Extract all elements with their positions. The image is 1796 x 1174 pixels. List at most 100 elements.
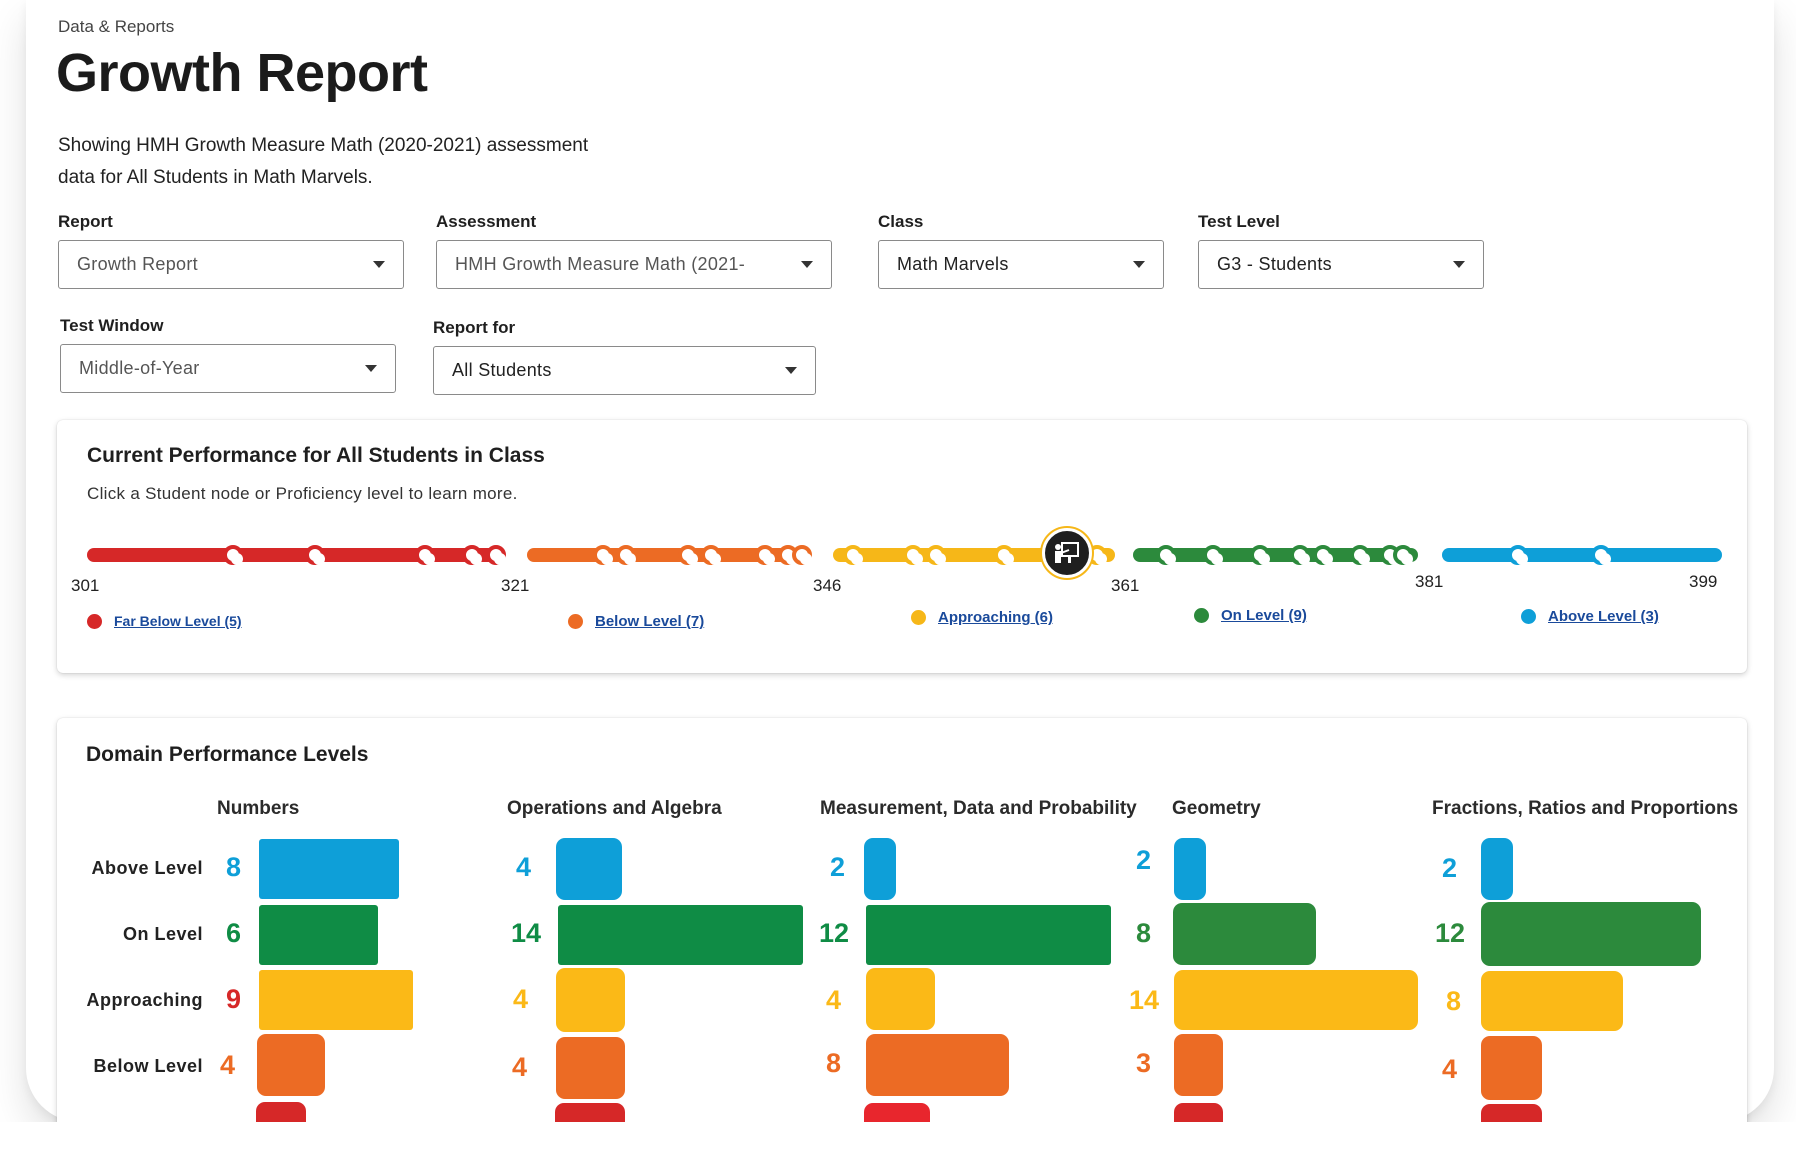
student-node[interactable]	[903, 545, 923, 565]
bar-approaching[interactable]	[556, 968, 625, 1032]
bar-above[interactable]	[1481, 838, 1513, 900]
page-title: Growth Report	[56, 43, 428, 103]
student-node[interactable]	[678, 545, 698, 565]
bar-above[interactable]	[556, 838, 622, 900]
bar-below[interactable]	[1481, 1036, 1542, 1100]
scale-tick: 346	[813, 576, 842, 595]
assessment-select[interactable]: HMH Growth Measure Math (2021-	[436, 240, 832, 289]
report-label: Report	[58, 212, 113, 231]
legend-link-approaching[interactable]: Approaching (6)	[938, 609, 1053, 626]
student-node[interactable]	[792, 545, 812, 565]
far-below-segment[interactable]	[87, 548, 503, 562]
student-node[interactable]	[926, 545, 946, 565]
student-node[interactable]	[1350, 545, 1370, 565]
legend-far-below[interactable]: Far Below Level (5)	[87, 613, 242, 629]
bar-on-level[interactable]	[1173, 903, 1316, 965]
scale-tick: 399	[1689, 572, 1718, 591]
count-value: 8	[1135, 918, 1151, 948]
class-field: Class Math Marvels	[878, 212, 1164, 289]
report-select[interactable]: Growth Report	[58, 240, 404, 289]
student-node[interactable]	[616, 545, 636, 565]
student-node[interactable]	[415, 545, 435, 565]
bar-on-level[interactable]	[558, 905, 803, 965]
student-node[interactable]	[1508, 545, 1528, 565]
legend-below[interactable]: Below Level (7)	[568, 613, 704, 630]
current-performance-title: Current Performance for All Students in …	[87, 444, 545, 467]
report-for-value: All Students	[452, 360, 552, 380]
student-node[interactable]	[755, 545, 775, 565]
legend-link-below[interactable]: Below Level (7)	[595, 613, 705, 630]
chevron-down-icon	[1133, 261, 1145, 268]
test-level-field: Test Level G3 - Students	[1198, 212, 1484, 289]
row-label-above: Above Level	[91, 858, 203, 878]
assessment-value: HMH Growth Measure Math (2021-	[455, 254, 746, 274]
student-node[interactable]	[1250, 545, 1270, 565]
class-select[interactable]: Math Marvels	[878, 240, 1164, 289]
bar-approaching[interactable]	[1481, 971, 1623, 1031]
student-node[interactable]	[462, 545, 482, 565]
student-node[interactable]	[1156, 545, 1176, 565]
student-node[interactable]	[1290, 545, 1310, 565]
current-performance-subtitle: Click a Student node or Proficiency leve…	[87, 484, 518, 503]
row-label-below: Below Level	[93, 1056, 203, 1076]
student-node[interactable]	[843, 545, 863, 565]
bar-below[interactable]	[1174, 1034, 1223, 1096]
bar-on-level[interactable]	[1481, 902, 1701, 966]
legend-on-level[interactable]: On Level (9)	[1194, 607, 1307, 624]
student-node[interactable]	[1313, 545, 1333, 565]
count-value: 8	[225, 852, 241, 882]
test-level-label: Test Level	[1198, 212, 1280, 231]
legend-link-far-below[interactable]: Far Below Level (5)	[114, 613, 242, 629]
page-description: Showing HMH Growth Measure Math (2020-20…	[58, 135, 589, 188]
student-node[interactable]	[994, 545, 1014, 565]
student-node[interactable]	[1393, 545, 1413, 565]
bar-below[interactable]	[866, 1034, 1009, 1096]
bar-above[interactable]	[1174, 838, 1206, 900]
student-node[interactable]	[1591, 545, 1611, 565]
legend-dot	[568, 614, 583, 629]
student-node[interactable]	[593, 545, 613, 565]
above-segment[interactable]	[1442, 548, 1722, 562]
count-value: 9	[225, 984, 241, 1014]
bar-on-level[interactable]	[866, 905, 1111, 965]
student-node[interactable]	[701, 545, 721, 565]
test-level-select[interactable]: G3 - Students	[1198, 240, 1484, 289]
count-value: 14	[1128, 985, 1159, 1015]
count-value: 4	[511, 1052, 527, 1082]
chevron-down-icon	[365, 365, 377, 372]
report-field: Report Growth Report	[58, 212, 404, 289]
count-value: 4	[219, 1050, 235, 1080]
test-window-label: Test Window	[60, 316, 164, 335]
legend-above[interactable]: Above Level (3)	[1521, 608, 1659, 625]
breadcrumb[interactable]: Data & Reports	[58, 17, 175, 36]
count-value: 14	[510, 918, 541, 948]
legend-dot	[87, 613, 102, 629]
legend-link-on-level[interactable]: On Level (9)	[1221, 607, 1307, 624]
chevron-down-icon	[785, 367, 797, 374]
student-node[interactable]	[486, 545, 506, 565]
teacher-icon[interactable]	[1042, 528, 1092, 578]
bar-below[interactable]	[257, 1034, 325, 1096]
report-for-select[interactable]: All Students	[433, 346, 816, 395]
legend-approaching[interactable]: Approaching (6)	[911, 609, 1053, 626]
bar-on-level[interactable]	[259, 905, 378, 965]
legend-dot	[1194, 608, 1209, 623]
bar-approaching[interactable]	[259, 970, 413, 1030]
bar-below[interactable]	[556, 1037, 625, 1099]
student-node[interactable]	[305, 545, 325, 565]
count-value: 2	[829, 852, 845, 882]
assessment-label: Assessment	[436, 212, 537, 231]
bar-above[interactable]	[259, 839, 399, 899]
bar-above[interactable]	[864, 838, 896, 900]
count-value: 12	[818, 918, 849, 948]
count-value: 8	[825, 1048, 841, 1078]
bar-approaching[interactable]	[1174, 970, 1418, 1030]
row-label-on: On Level	[122, 924, 203, 944]
scale-tick: 361	[1111, 576, 1140, 595]
test-level-value: G3 - Students	[1217, 254, 1332, 274]
bar-approaching[interactable]	[866, 968, 935, 1030]
student-node[interactable]	[223, 545, 243, 565]
student-node[interactable]	[1203, 545, 1223, 565]
test-window-select[interactable]: Middle-of-Year	[60, 344, 396, 393]
legend-link-above[interactable]: Above Level (3)	[1548, 608, 1659, 625]
